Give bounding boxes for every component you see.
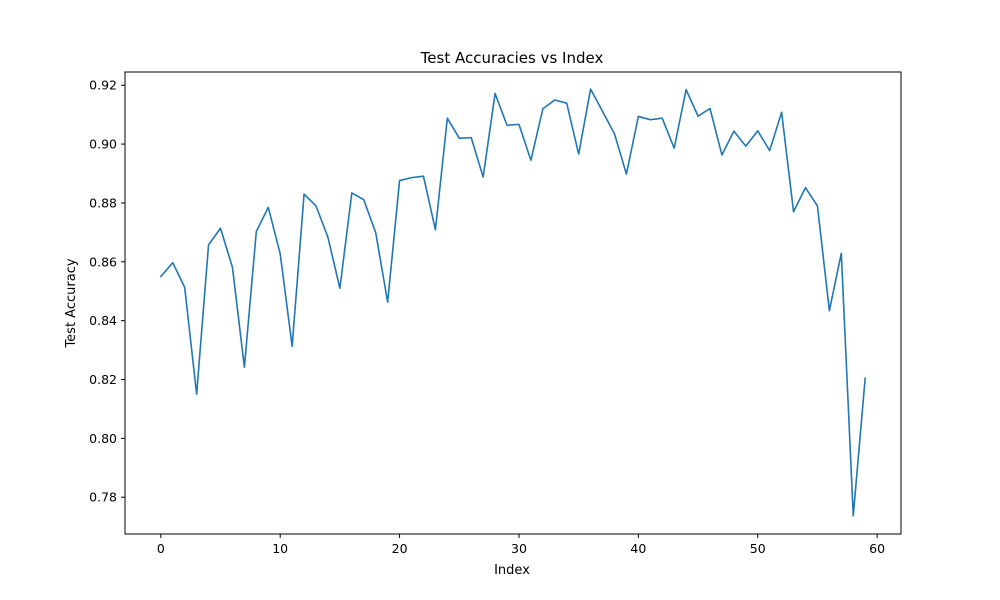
y-axis-label: Test Accuracy (64, 258, 79, 348)
y-axis: 0.78 0.80 0.82 0.84 0.86 0.88 0.90 0.92 (89, 78, 125, 505)
x-tick-label: 30 (511, 541, 527, 556)
x-tick-label: 20 (392, 541, 408, 556)
y-tick-label: 0.84 (89, 313, 117, 328)
x-tick-label: 50 (750, 541, 766, 556)
y-tick-label: 0.86 (89, 254, 117, 269)
y-tick-label: 0.90 (89, 137, 117, 152)
series-line (160, 88, 866, 517)
x-tick-label: 60 (869, 541, 885, 556)
series-layer (160, 88, 866, 517)
y-tick-label: 0.88 (89, 195, 117, 210)
x-tick-label: 0 (157, 541, 165, 556)
x-axis-label: Index (494, 563, 530, 578)
plot-frame (124, 71, 902, 535)
x-axis: 0 10 20 30 40 50 60 (157, 534, 885, 556)
y-tick-label: 0.82 (89, 372, 117, 387)
x-tick-label: 10 (272, 541, 288, 556)
y-tick-label: 0.92 (89, 78, 117, 93)
plot-area (124, 71, 902, 535)
y-tick-label: 0.78 (89, 490, 117, 505)
y-tick-label: 0.80 (89, 431, 117, 446)
chart-title: Test Accuracies vs Index (420, 49, 604, 67)
x-tick-label: 40 (630, 541, 646, 556)
